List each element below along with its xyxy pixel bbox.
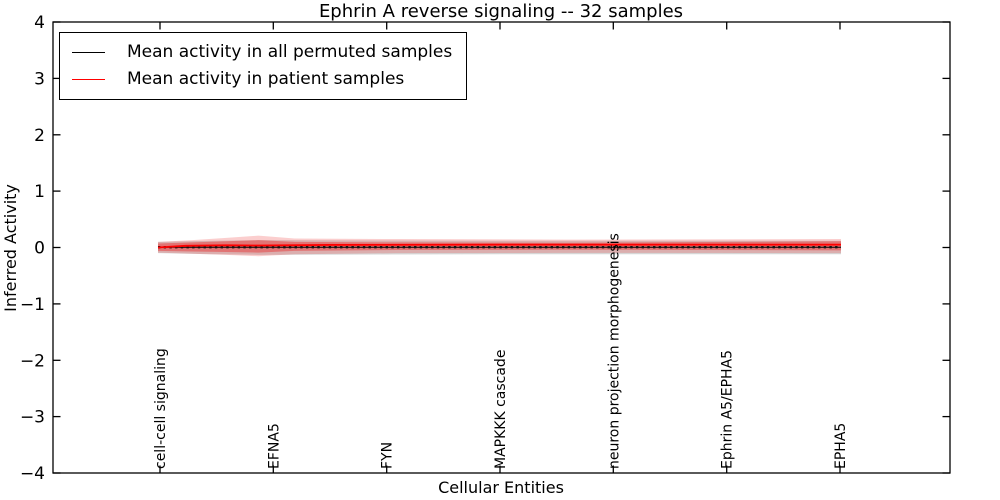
x-tick-label: FYN — [380, 442, 396, 469]
x-tick-labels: cell-cell signaling EFNA5 FYN MAPKKK cascad… — [153, 233, 849, 469]
axis-tick-marks — [53, 21, 950, 474]
legend-line-sample-red — [72, 79, 105, 80]
y-tick-label: 4 — [34, 13, 45, 33]
y-tick-label: −1 — [20, 295, 45, 315]
legend-label: Mean activity in patient samples — [127, 69, 405, 89]
legend-item-permuted: Mean activity in all permuted samples — [72, 39, 452, 66]
y-tick-label: 0 — [34, 239, 45, 259]
y-tick-label: 2 — [34, 126, 45, 146]
x-tick-label: EFNA5 — [266, 423, 282, 469]
legend: Mean activity in all permuted samples Me… — [59, 32, 468, 100]
y-tick-label: −4 — [20, 464, 45, 484]
series-lines — [157, 243, 841, 249]
x-tick-label: cell-cell signaling — [153, 348, 169, 469]
x-axis-label: Cellular Entities — [438, 478, 564, 497]
x-tick-label: Ephrin A5/EPHA5 — [720, 350, 736, 469]
legend-label: Mean activity in all permuted samples — [127, 42, 453, 62]
y-axis-label: Inferred Activity — [1, 184, 20, 312]
y-tick-label: 3 — [34, 69, 45, 89]
patient-mean-line — [157, 243, 841, 249]
y-tick-labels: 4 3 2 1 0 −1 −2 −3 −4 — [20, 13, 45, 484]
legend-line-sample-black — [72, 52, 105, 53]
y-tick-label: 1 — [34, 182, 45, 202]
legend-item-patient: Mean activity in patient samples — [72, 66, 452, 93]
y-tick-label: −3 — [20, 408, 45, 428]
x-tick-label: neuron projection morphogenesis — [606, 233, 622, 469]
x-tick-label: MAPKKK cascade — [493, 350, 509, 469]
chart-title: Ephrin A reverse signaling -- 32 samples — [319, 1, 683, 22]
patient-samples-outer-band — [158, 235, 841, 257]
y-tick-label: −2 — [20, 351, 45, 371]
x-tick-label: EPHA5 — [833, 423, 849, 469]
